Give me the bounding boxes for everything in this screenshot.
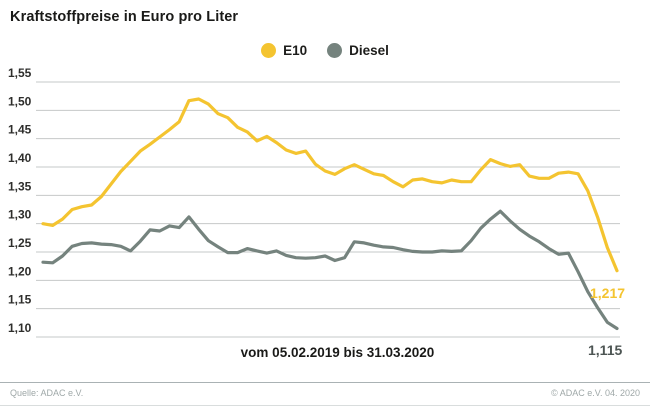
legend-label-e10: E10 [283,43,308,58]
y-tick-label: 1,20 [8,264,32,278]
legend-item-e10: E10 [261,43,307,58]
y-tick-label: 1,40 [8,151,32,165]
footer-copyright: © ADAC e.V. 04. 2020 [551,388,640,398]
footer: Quelle: ADAC e.V. © ADAC e.V. 04. 2020 [0,382,650,398]
e10-end-value-label: 1,217 [590,285,626,301]
chart-legend: E10 Diesel [0,43,650,58]
y-tick-label: 1,25 [8,236,32,250]
bottom-divider [0,405,650,406]
page-title: Kraftstoffpreise in Euro pro Liter [10,9,239,25]
y-tick-label: 1,35 [8,179,32,193]
y-tick-label: 1,10 [8,321,32,335]
y-tick-label: 1,50 [8,94,32,108]
y-tick-label: 1,55 [8,66,32,80]
series-line-diesel [41,209,619,331]
y-tick-label: 1,30 [8,208,32,222]
footer-source: Quelle: ADAC e.V. [10,388,84,398]
y-tick-label: 1,45 [8,123,32,137]
legend-label-diesel: Diesel [349,43,389,58]
diesel-end-value-label: 1,115 [588,342,623,358]
series-line-e10 [41,97,619,273]
date-range-caption: vom 05.02.2019 bis 31.03.2020 [240,345,435,360]
line-chart: 1,55 1,50 1,45 1,40 1,35 1,30 1,25 1,20 1,15 1,10 [8,66,620,338]
y-tick-label: 1,15 [8,293,32,307]
diesel-dot-icon [327,43,343,58]
e10-dot-icon [261,43,277,58]
legend-item-diesel: Diesel [327,43,389,58]
